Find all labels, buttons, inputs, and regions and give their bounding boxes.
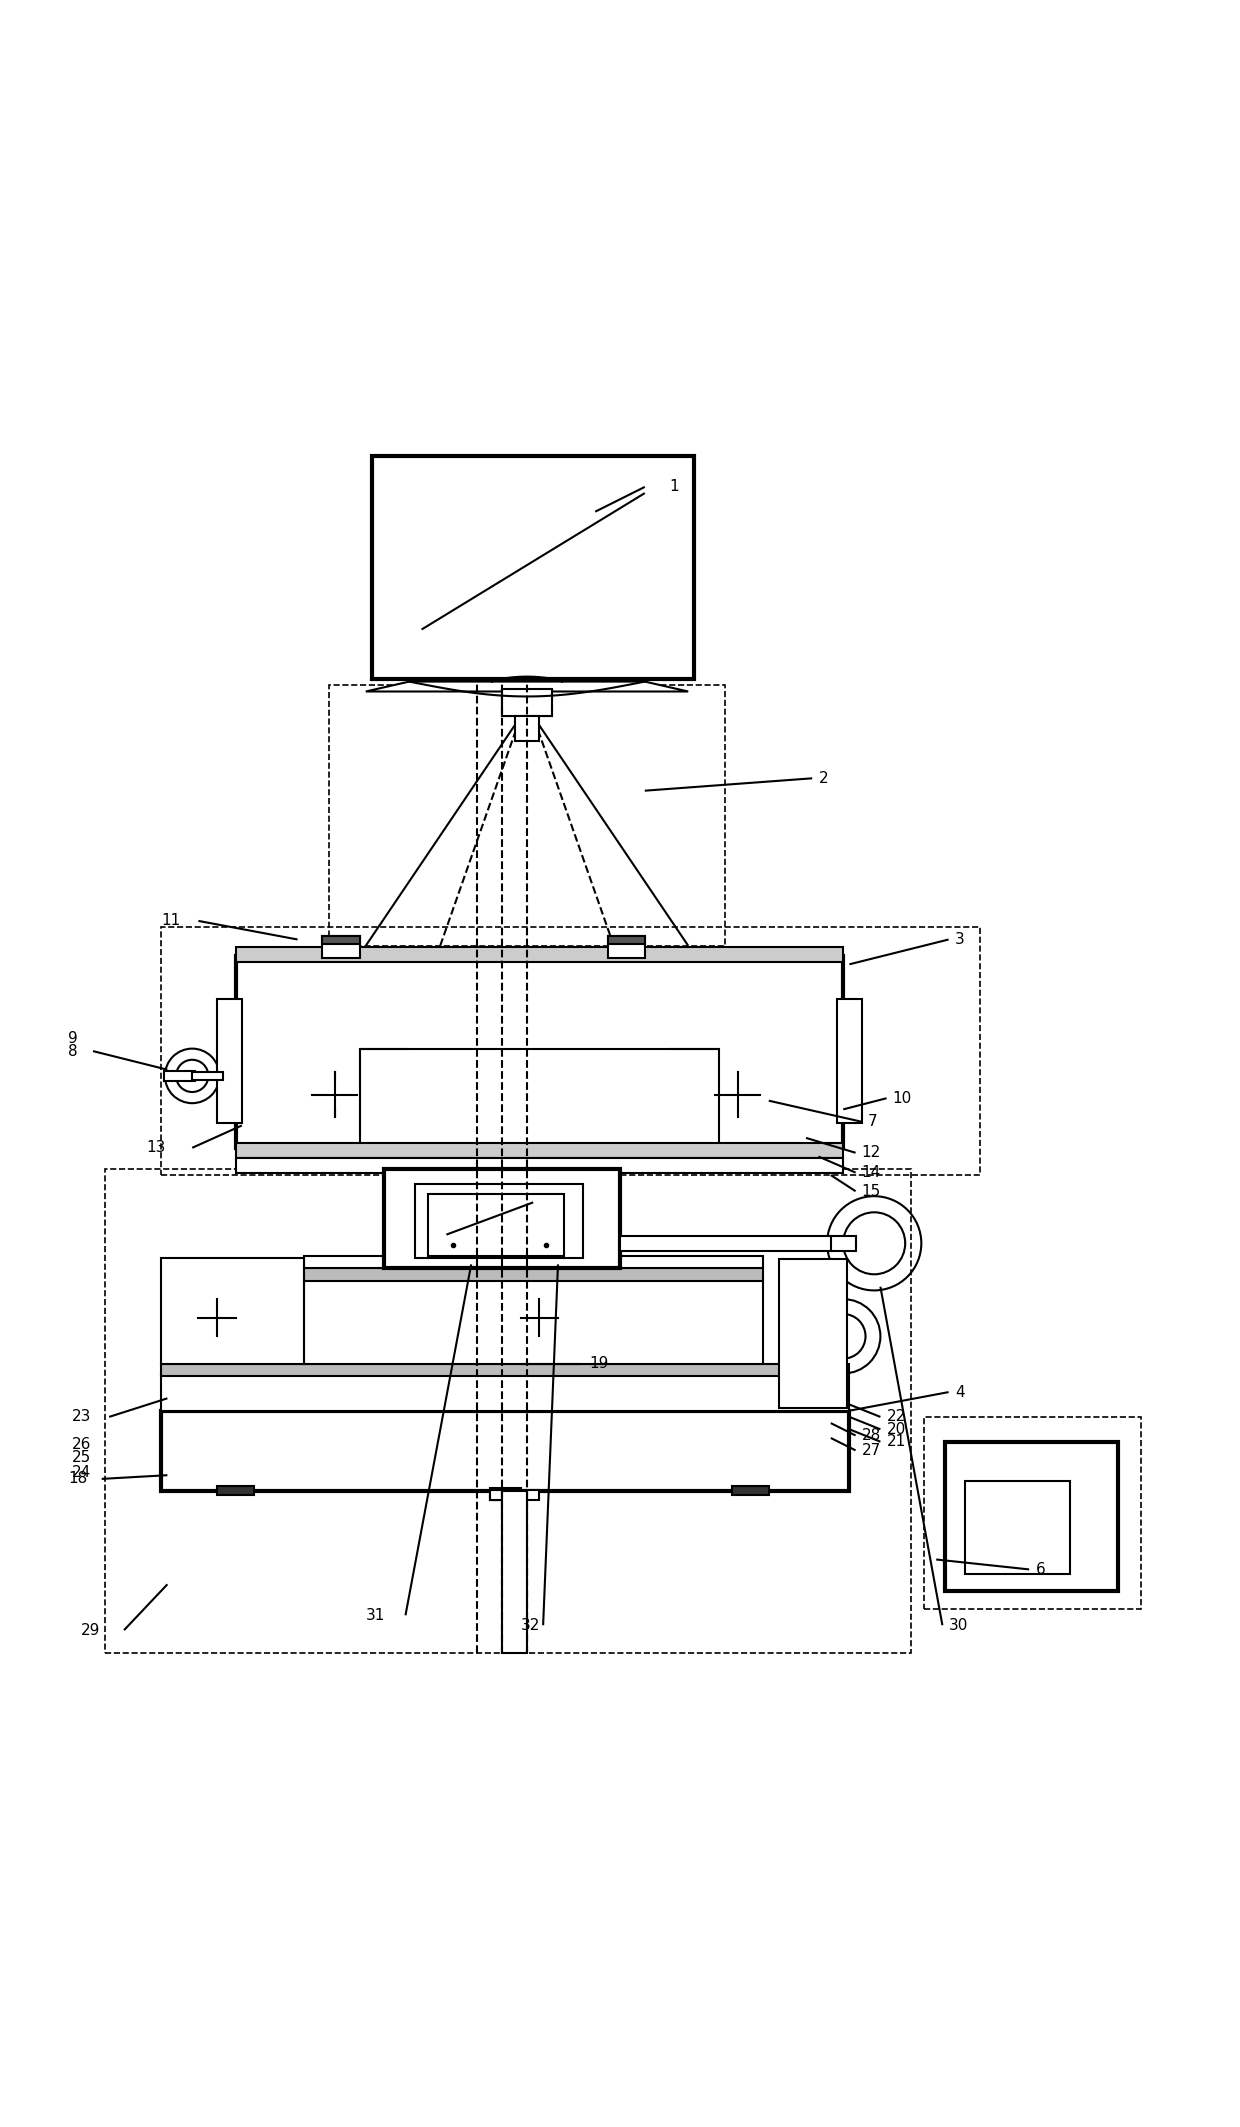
Bar <box>828 1236 856 1251</box>
Bar <box>322 936 360 957</box>
Bar <box>415 1185 583 1259</box>
Bar <box>608 936 645 944</box>
Text: 23: 23 <box>72 1410 92 1425</box>
Bar <box>502 1493 525 1517</box>
Text: 26: 26 <box>72 1436 92 1453</box>
Text: 14: 14 <box>862 1166 882 1180</box>
Text: 2: 2 <box>818 770 828 785</box>
Bar <box>161 1374 849 1410</box>
Text: 22: 22 <box>887 1410 906 1425</box>
Text: 25: 25 <box>72 1451 92 1466</box>
Bar <box>490 1491 539 1500</box>
Text: 21: 21 <box>887 1434 906 1448</box>
Bar <box>360 1049 719 1149</box>
Polygon shape <box>366 681 688 691</box>
Bar <box>304 1268 763 1280</box>
Bar <box>236 1157 843 1172</box>
Bar <box>329 685 725 947</box>
Bar <box>732 1487 769 1495</box>
Bar <box>164 1070 195 1081</box>
Text: 4: 4 <box>955 1385 965 1400</box>
Bar <box>779 1259 847 1408</box>
Bar <box>105 1170 911 1653</box>
Bar <box>502 1491 527 1653</box>
Bar <box>965 1480 1070 1574</box>
Text: 24: 24 <box>72 1466 92 1480</box>
Bar <box>490 1495 521 1500</box>
Text: 20: 20 <box>887 1421 906 1438</box>
Bar <box>372 455 694 679</box>
Bar <box>620 1236 831 1251</box>
Text: 19: 19 <box>589 1357 609 1372</box>
Text: 3: 3 <box>955 932 965 947</box>
Text: 8: 8 <box>68 1044 78 1059</box>
Text: 12: 12 <box>862 1144 882 1161</box>
Bar <box>192 1072 223 1081</box>
Bar <box>161 1410 849 1491</box>
Text: 31: 31 <box>366 1608 386 1623</box>
Bar <box>217 1487 254 1495</box>
Bar <box>502 691 552 700</box>
Text: 7: 7 <box>868 1115 878 1129</box>
Bar <box>322 936 360 944</box>
Bar <box>161 1259 304 1363</box>
Text: 29: 29 <box>81 1623 100 1638</box>
Text: 27: 27 <box>862 1442 882 1457</box>
Text: 9: 9 <box>68 1032 78 1046</box>
Bar <box>161 1363 849 1376</box>
Bar <box>515 717 539 740</box>
Text: 32: 32 <box>521 1619 541 1634</box>
Text: 28: 28 <box>862 1427 882 1442</box>
Bar <box>236 955 843 1149</box>
Bar <box>236 1142 843 1157</box>
Bar <box>384 1170 620 1268</box>
Text: 18: 18 <box>68 1472 88 1487</box>
Text: 6: 6 <box>1035 1561 1045 1576</box>
Bar <box>502 706 552 717</box>
Bar <box>217 1000 242 1123</box>
Bar <box>502 689 552 717</box>
Text: 1: 1 <box>670 479 680 493</box>
Bar <box>304 1276 763 1363</box>
Bar <box>608 936 645 957</box>
Bar <box>837 1000 862 1123</box>
Bar <box>945 1442 1118 1591</box>
Bar <box>490 1487 521 1500</box>
Bar <box>236 947 843 961</box>
Bar <box>428 1193 564 1255</box>
Bar <box>924 1417 1141 1610</box>
Text: 11: 11 <box>161 912 181 927</box>
Text: 13: 13 <box>146 1140 166 1155</box>
Text: 15: 15 <box>862 1185 882 1200</box>
Bar <box>304 1255 763 1268</box>
Bar <box>161 927 980 1174</box>
Text: 10: 10 <box>893 1091 913 1106</box>
Text: 30: 30 <box>949 1619 968 1634</box>
